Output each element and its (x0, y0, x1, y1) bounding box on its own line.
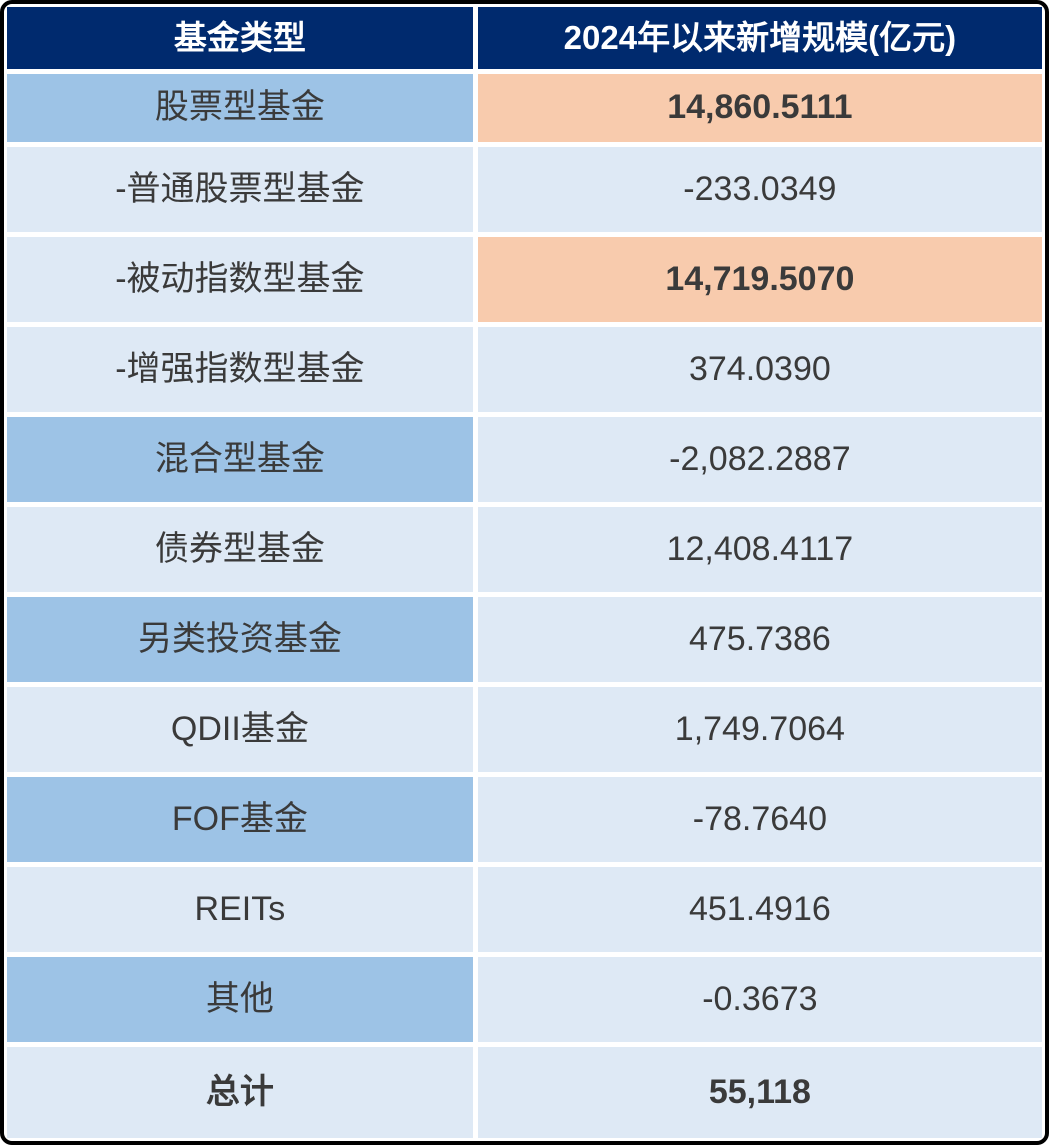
fund-type-cell: 其他 (7, 957, 473, 1042)
value-cell: -233.0349 (477, 147, 1042, 232)
table-row: 股票型基金 14,860.5111 (7, 74, 1042, 142)
fund-type-cell: 股票型基金 (7, 74, 473, 142)
header-cell-fund-type: 基金类型 (7, 7, 473, 69)
value-cell: -0.3673 (477, 957, 1042, 1042)
header-cell-new-scale: 2024年以来新增规模(亿元) (477, 7, 1042, 69)
table-row: 总计 55,118 (7, 1047, 1042, 1138)
fund-type-cell: 混合型基金 (7, 417, 473, 502)
fund-type-cell: -增强指数型基金 (7, 327, 473, 412)
value-cell: 14,719.5070 (477, 237, 1042, 322)
fund-type-cell: REITs (7, 867, 473, 952)
value-cell: 12,408.4117 (477, 507, 1042, 592)
fund-type-cell: 另类投资基金 (7, 597, 473, 682)
fund-type-cell: QDII基金 (7, 687, 473, 772)
table-row: -普通股票型基金 -233.0349 (7, 147, 1042, 232)
table-row: 混合型基金 -2,082.2887 (7, 417, 1042, 502)
table-row: 债券型基金 12,408.4117 (7, 507, 1042, 592)
table-row: REITs 451.4916 (7, 867, 1042, 952)
table-row: 另类投资基金 475.7386 (7, 597, 1042, 682)
table-row: FOF基金 -78.7640 (7, 777, 1042, 862)
value-cell: -78.7640 (477, 777, 1042, 862)
fund-type-cell: -普通股票型基金 (7, 147, 473, 232)
value-cell: -2,082.2887 (477, 417, 1042, 502)
table-row: 其他 -0.3673 (7, 957, 1042, 1042)
fund-type-cell: 总计 (7, 1047, 473, 1138)
table-row: QDII基金 1,749.7064 (7, 687, 1042, 772)
header-row: 基金类型 2024年以来新增规模(亿元) (7, 7, 1042, 69)
table-row: -增强指数型基金 374.0390 (7, 327, 1042, 412)
value-cell: 374.0390 (477, 327, 1042, 412)
value-cell: 451.4916 (477, 867, 1042, 952)
value-cell: 475.7386 (477, 597, 1042, 682)
fund-type-cell: FOF基金 (7, 777, 473, 862)
fund-type-cell: 债券型基金 (7, 507, 473, 592)
value-cell: 14,860.5111 (477, 74, 1042, 142)
value-cell: 1,749.7064 (477, 687, 1042, 772)
value-cell: 55,118 (477, 1047, 1042, 1138)
table-row: -被动指数型基金 14,719.5070 (7, 237, 1042, 322)
fund-type-cell: -被动指数型基金 (7, 237, 473, 322)
